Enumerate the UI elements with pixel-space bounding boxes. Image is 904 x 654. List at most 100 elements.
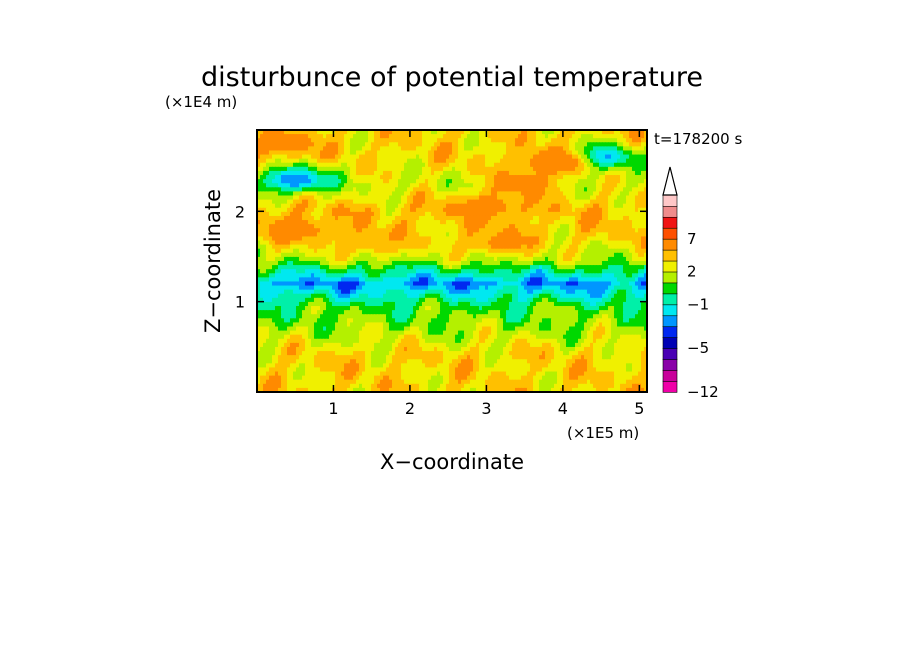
heatmap-cell: [371, 220, 375, 225]
heatmap-cell: [290, 138, 294, 143]
heatmap-cell: [584, 220, 588, 225]
heatmap-cell: [386, 203, 390, 209]
heatmap-cell: [362, 285, 366, 291]
heatmap-cell: [395, 146, 399, 152]
heatmap-cell: [446, 207, 450, 213]
heatmap-cell: [572, 220, 576, 225]
heatmap-cell: [350, 224, 354, 229]
heatmap-cell: [374, 146, 378, 152]
heatmap-cell: [383, 285, 387, 291]
heatmap-cell: [620, 273, 624, 278]
heatmap-cell: [335, 142, 339, 147]
heatmap-cell: [557, 248, 561, 254]
heatmap-cell: [326, 154, 330, 160]
heatmap-cell: [542, 191, 546, 197]
heatmap-cell: [575, 154, 579, 160]
heatmap-cell: [323, 220, 327, 225]
heatmap-cell: [482, 211, 486, 217]
heatmap-cell: [626, 179, 630, 184]
heatmap-cell: [275, 265, 279, 270]
heatmap-cell: [548, 207, 552, 213]
heatmap-cell: [362, 228, 366, 233]
heatmap-cell: [434, 154, 438, 160]
heatmap-cell: [605, 154, 609, 160]
heatmap-cell: [362, 261, 366, 266]
heatmap-cell: [626, 281, 630, 287]
heatmap-cell: [560, 269, 564, 274]
heatmap-cell: [530, 240, 534, 246]
heatmap-cell: [530, 187, 534, 192]
heatmap-cell: [263, 183, 267, 188]
heatmap-cell: [563, 224, 567, 229]
heatmap-cell: [362, 179, 366, 184]
heatmap-cell: [584, 281, 588, 287]
heatmap-cell: [401, 183, 405, 188]
heatmap-cell: [338, 183, 342, 188]
heatmap-cell: [332, 187, 336, 192]
heatmap-cell: [611, 158, 615, 164]
heatmap-cell: [470, 162, 474, 168]
heatmap-cell: [269, 256, 273, 262]
heatmap-cell: [602, 142, 606, 147]
heatmap-cell: [257, 166, 261, 172]
heatmap-cell: [578, 207, 582, 213]
heatmap-cell: [278, 215, 282, 221]
heatmap-cell: [614, 232, 618, 238]
heatmap-cell: [548, 203, 552, 209]
heatmap-cell: [614, 195, 618, 201]
heatmap-cell: [449, 277, 453, 283]
heatmap-cell: [548, 269, 552, 274]
heatmap-cell: [614, 240, 618, 246]
heatmap-cell: [587, 256, 591, 262]
heatmap-cell: [290, 220, 294, 225]
heatmap-cell: [368, 261, 372, 266]
heatmap-cell: [419, 199, 423, 205]
heatmap-cell: [416, 211, 420, 217]
heatmap-cell: [599, 146, 603, 152]
heatmap-cell: [593, 166, 597, 172]
heatmap-cell: [266, 195, 270, 201]
heatmap-cell: [341, 240, 345, 246]
heatmap-cell: [566, 256, 570, 262]
heatmap-cell: [470, 175, 474, 180]
heatmap-cell: [584, 265, 588, 270]
heatmap-cell: [455, 158, 459, 164]
heatmap-cell: [314, 232, 318, 238]
heatmap-cell: [446, 244, 450, 250]
heatmap-cell: [278, 191, 282, 197]
heatmap-cell: [611, 146, 615, 152]
heatmap-cell: [350, 179, 354, 184]
heatmap-cell: [578, 236, 582, 242]
heatmap-cell: [602, 154, 606, 160]
heatmap-cell: [596, 162, 600, 168]
heatmap-cell: [446, 240, 450, 246]
heatmap-cell: [590, 252, 594, 258]
heatmap-cell: [620, 138, 624, 143]
heatmap-cell: [518, 162, 522, 168]
heatmap-cell: [473, 261, 477, 266]
heatmap-cell: [470, 146, 474, 152]
heatmap-cell: [431, 220, 435, 225]
heatmap-cell: [314, 215, 318, 221]
heatmap-cell: [557, 150, 561, 156]
heatmap-cell: [617, 183, 621, 188]
heatmap-cell: [599, 134, 603, 139]
heatmap-cell: [296, 195, 300, 201]
heatmap-cell: [623, 154, 627, 160]
heatmap-cell: [365, 154, 369, 160]
heatmap-cell: [536, 150, 540, 156]
heatmap-cell: [494, 191, 498, 197]
heatmap-cell: [383, 224, 387, 229]
heatmap-cell: [332, 273, 336, 278]
heatmap-cell: [356, 175, 360, 180]
heatmap-cell: [440, 183, 444, 188]
heatmap-cell: [260, 191, 264, 197]
heatmap-cell: [323, 134, 327, 139]
heatmap-cell: [542, 154, 546, 160]
heatmap-cell: [269, 248, 273, 254]
heatmap-cell: [326, 138, 330, 143]
heatmap-cell: [275, 162, 279, 168]
heatmap-cell: [323, 244, 327, 250]
heatmap-cell: [287, 248, 291, 254]
heatmap-cell: [404, 256, 408, 262]
